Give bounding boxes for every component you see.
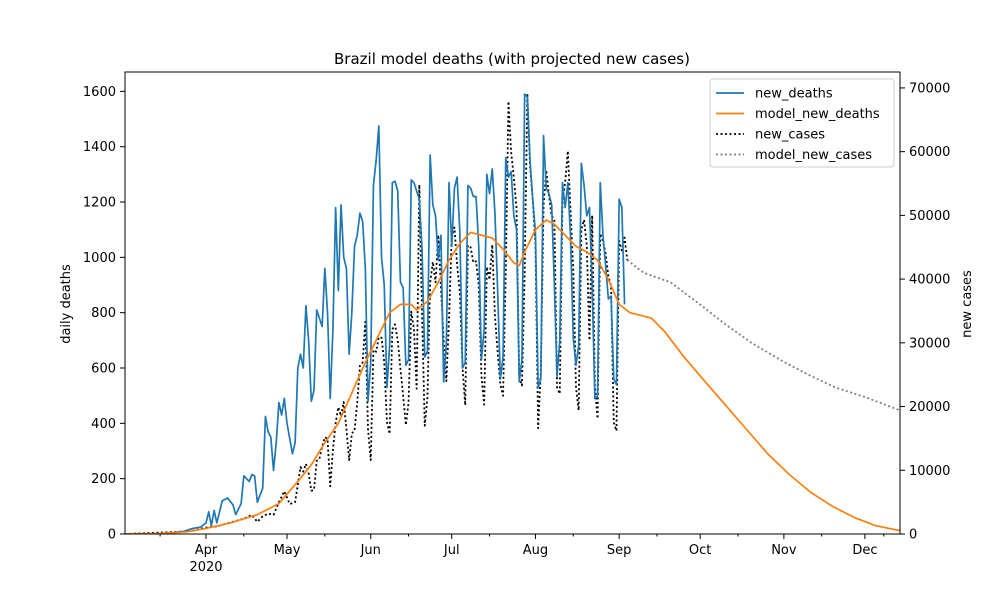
axes: 0 200 400 600 800 1000 1200 1400 1600 0 10000 20000… bbox=[83, 71, 950, 575]
x-tick-label: Apr bbox=[195, 543, 218, 558]
x-tick-label: May bbox=[274, 543, 301, 558]
legend: new_deaths model_new_deaths new_casesmodel… bbox=[709, 78, 895, 168]
x-tick-label: Nov bbox=[771, 543, 797, 558]
y-tick-label: 400 bbox=[91, 417, 116, 432]
x-tick-label: Dec bbox=[852, 543, 877, 558]
series-group bbox=[125, 92, 900, 534]
y2-tick-label: 10000 bbox=[909, 464, 950, 479]
y-tick-label: 200 bbox=[91, 472, 116, 487]
series-line-model-new-deaths bbox=[125, 219, 900, 534]
x-tick-label: Oct bbox=[689, 543, 711, 558]
chart-title: Brazil model deaths (with projected new … bbox=[334, 50, 690, 68]
legend-box bbox=[709, 78, 895, 168]
y2-axis-title: new cases bbox=[960, 270, 975, 338]
plot-area bbox=[125, 92, 900, 534]
y-tick-label: 0 bbox=[108, 528, 116, 543]
series-line-model-new-cases bbox=[626, 259, 900, 412]
legend-label-model-new-deaths: model_new_deaths bbox=[755, 107, 880, 122]
y-tick-label: 1400 bbox=[83, 140, 116, 155]
legend-label-model-new-cases: model_new_cases bbox=[755, 148, 872, 163]
x-tick-label: Sep bbox=[607, 543, 632, 558]
y2-tick-label: 40000 bbox=[909, 273, 950, 288]
y2-tick-label: 20000 bbox=[909, 400, 950, 415]
y-tick-label: 800 bbox=[91, 306, 116, 321]
x-tick-label: Jul bbox=[443, 543, 460, 558]
y2-tick-label: 70000 bbox=[909, 81, 950, 96]
y-tick-label: 1000 bbox=[83, 251, 116, 266]
y-tick-label: 1200 bbox=[83, 196, 116, 211]
x-tick-label: Jun bbox=[360, 543, 381, 558]
y-tick-label: 1600 bbox=[83, 85, 116, 100]
y-axis-title: daily deaths bbox=[59, 264, 74, 344]
x-tick-label: Aug bbox=[523, 543, 548, 558]
y2-tick-label: 30000 bbox=[909, 336, 950, 351]
y2-tick-label: 60000 bbox=[909, 145, 950, 160]
y-tick-label: 600 bbox=[91, 362, 116, 377]
x-tick-sublabel: 2020 bbox=[189, 560, 222, 575]
series-line-new-deaths bbox=[125, 93, 626, 534]
legend-label-new-deaths: new_deaths bbox=[755, 87, 833, 102]
y2-tick-label: 50000 bbox=[909, 209, 950, 224]
plot-frame bbox=[124, 71, 901, 535]
y2-tick-label: 0 bbox=[909, 528, 917, 543]
legend-label-new-cases: new_cases bbox=[755, 128, 825, 143]
